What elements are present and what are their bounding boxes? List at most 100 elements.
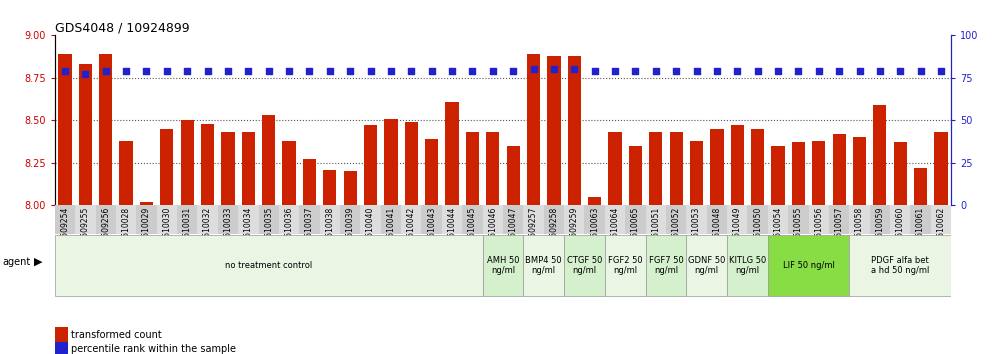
Bar bbox=[262, 115, 275, 205]
Text: GSM510032: GSM510032 bbox=[203, 207, 212, 253]
Text: GSM510059: GSM510059 bbox=[875, 207, 884, 253]
Point bbox=[98, 68, 114, 74]
Bar bbox=[483, 205, 503, 234]
Text: ▶: ▶ bbox=[34, 257, 43, 267]
Bar bbox=[384, 119, 397, 205]
Bar bbox=[873, 105, 886, 205]
Bar bbox=[853, 137, 867, 205]
Point bbox=[688, 68, 704, 74]
Point bbox=[668, 68, 684, 74]
Bar bbox=[523, 205, 544, 234]
Point bbox=[179, 68, 195, 74]
Bar bbox=[299, 205, 320, 234]
Text: GSM510065: GSM510065 bbox=[630, 207, 639, 253]
Bar bbox=[177, 205, 197, 234]
Bar bbox=[320, 205, 340, 234]
Text: GSM510046: GSM510046 bbox=[488, 207, 497, 253]
Point bbox=[627, 68, 643, 74]
Text: GSM510053: GSM510053 bbox=[692, 207, 701, 253]
Point bbox=[852, 68, 868, 74]
Bar bbox=[931, 205, 951, 234]
Point bbox=[138, 68, 154, 74]
Bar bbox=[792, 142, 805, 205]
Bar bbox=[503, 205, 523, 234]
Point bbox=[403, 68, 419, 74]
Point bbox=[811, 68, 827, 74]
Bar bbox=[421, 205, 442, 234]
Text: KITLG 50
ng/ml: KITLG 50 ng/ml bbox=[729, 256, 766, 275]
Bar bbox=[527, 54, 540, 205]
Bar bbox=[361, 205, 380, 234]
Bar bbox=[156, 205, 177, 234]
Bar bbox=[160, 129, 173, 205]
Bar bbox=[669, 132, 683, 205]
Point bbox=[791, 68, 807, 74]
Bar bbox=[401, 205, 421, 234]
Text: GSM510052: GSM510052 bbox=[671, 207, 680, 253]
Text: GSM510058: GSM510058 bbox=[855, 207, 864, 253]
Bar bbox=[466, 132, 479, 205]
Text: GSM509257: GSM509257 bbox=[529, 207, 538, 253]
Text: GSM510028: GSM510028 bbox=[122, 207, 130, 253]
Point bbox=[423, 68, 439, 74]
Bar bbox=[751, 129, 764, 205]
Bar bbox=[768, 205, 788, 234]
Text: GSM510033: GSM510033 bbox=[223, 207, 232, 253]
Bar bbox=[544, 205, 564, 234]
Point bbox=[444, 68, 460, 74]
Text: GSM509258: GSM509258 bbox=[550, 207, 559, 253]
Point bbox=[383, 68, 399, 74]
Point bbox=[159, 68, 175, 74]
Bar bbox=[404, 122, 418, 205]
Bar bbox=[727, 205, 747, 234]
Point bbox=[587, 68, 603, 74]
Text: GSM510043: GSM510043 bbox=[427, 207, 436, 253]
Text: GSM510040: GSM510040 bbox=[367, 207, 375, 253]
Bar bbox=[99, 54, 113, 205]
Bar bbox=[771, 146, 785, 205]
Point bbox=[647, 68, 663, 74]
Bar bbox=[870, 205, 890, 234]
Text: GSM510038: GSM510038 bbox=[326, 207, 335, 253]
Bar bbox=[645, 205, 666, 234]
Bar bbox=[690, 141, 703, 205]
Bar bbox=[809, 205, 829, 234]
Bar bbox=[833, 134, 846, 205]
Text: GSM510054: GSM510054 bbox=[774, 207, 783, 253]
Text: GSM510050: GSM510050 bbox=[753, 207, 762, 253]
Text: no treatment control: no treatment control bbox=[225, 261, 313, 270]
Point bbox=[832, 68, 848, 74]
Point bbox=[546, 67, 562, 72]
Point bbox=[505, 68, 521, 74]
Point bbox=[770, 68, 786, 74]
Point bbox=[302, 68, 318, 74]
Bar bbox=[238, 205, 259, 234]
Bar bbox=[666, 205, 686, 234]
Text: agent: agent bbox=[2, 257, 30, 267]
Text: GSM510062: GSM510062 bbox=[936, 207, 945, 253]
Text: percentile rank within the sample: percentile rank within the sample bbox=[71, 344, 236, 354]
Bar bbox=[914, 168, 927, 205]
Bar bbox=[55, 205, 75, 234]
Bar bbox=[425, 139, 438, 205]
Bar bbox=[649, 132, 662, 205]
Bar bbox=[605, 205, 625, 234]
Bar bbox=[340, 205, 361, 234]
Text: GSM510035: GSM510035 bbox=[264, 207, 273, 253]
Text: GSM510063: GSM510063 bbox=[591, 207, 600, 253]
Text: GSM510055: GSM510055 bbox=[794, 207, 803, 253]
Text: GSM510047: GSM510047 bbox=[509, 207, 518, 253]
Text: GSM509256: GSM509256 bbox=[102, 207, 111, 253]
Text: GSM510042: GSM510042 bbox=[406, 207, 415, 253]
FancyBboxPatch shape bbox=[727, 235, 768, 296]
Text: FGF7 50
ng/ml: FGF7 50 ng/ml bbox=[648, 256, 683, 275]
Bar bbox=[96, 205, 116, 234]
Text: GSM510044: GSM510044 bbox=[447, 207, 456, 253]
Text: GSM510036: GSM510036 bbox=[285, 207, 294, 253]
Bar bbox=[564, 205, 585, 234]
Bar bbox=[323, 170, 337, 205]
Text: GSM509259: GSM509259 bbox=[570, 207, 579, 253]
Text: LIF 50 ng/ml: LIF 50 ng/ml bbox=[783, 261, 835, 270]
Text: GSM509255: GSM509255 bbox=[81, 207, 90, 253]
Text: GSM510048: GSM510048 bbox=[712, 207, 721, 253]
